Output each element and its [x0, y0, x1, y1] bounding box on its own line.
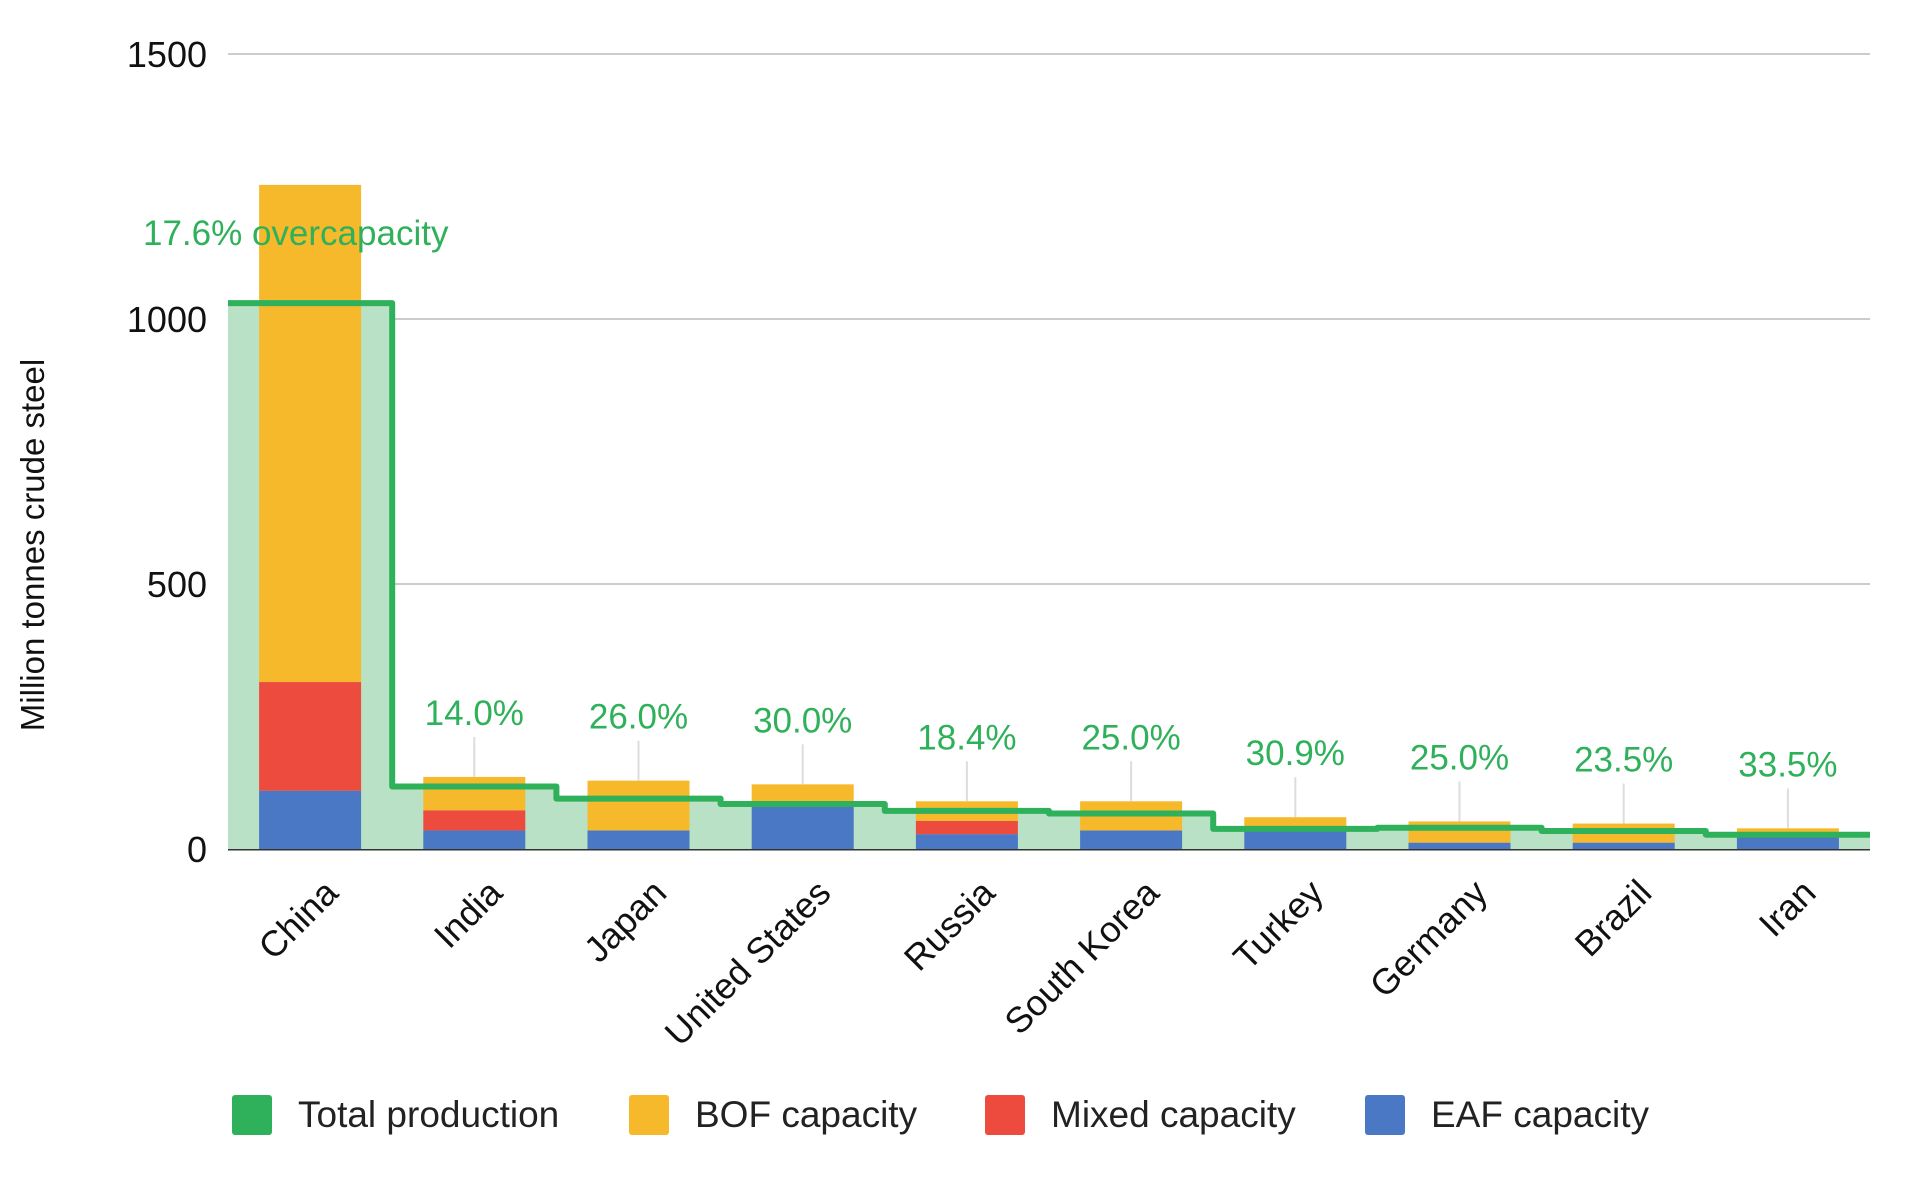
x-tick-label: Russia — [896, 871, 1003, 978]
bar-eaf — [259, 790, 362, 849]
bar-eaf — [587, 830, 690, 849]
overcapacity-pct-label: 26.0% — [589, 698, 688, 737]
overcapacity-pct-label: 25.0% — [1410, 738, 1509, 777]
overcapacity-pct-label: 33.5% — [1738, 745, 1837, 784]
legend-label: BOF capacity — [695, 1094, 918, 1135]
x-tick-label: India — [426, 871, 511, 956]
production-line — [228, 300, 1870, 838]
bar-bof — [587, 780, 690, 831]
legend-swatch — [629, 1095, 669, 1135]
overcapacity-pct-label: 14.0% — [425, 694, 524, 733]
legend-item: EAF capacity — [1365, 1094, 1649, 1135]
bar-mixed — [915, 820, 1018, 835]
bar-mixed — [423, 810, 526, 831]
legend-label: EAF capacity — [1431, 1094, 1649, 1135]
bar-eaf — [1572, 842, 1675, 849]
bar-eaf — [423, 830, 526, 849]
overcapacity-label: 17.6% overcapacity — [143, 214, 449, 253]
x-tick-label: Germany — [1361, 872, 1495, 1006]
bar-eaf — [1244, 830, 1347, 849]
legend-item: Total production — [232, 1094, 559, 1135]
legend-item: Mixed capacity — [985, 1094, 1296, 1135]
legend-swatch — [232, 1095, 272, 1135]
x-tick-label: United States — [657, 872, 839, 1054]
x-tick-label: Turkey — [1225, 872, 1331, 978]
legend-item: BOF capacity — [629, 1094, 918, 1135]
bar-mixed — [259, 682, 362, 791]
bar-bof — [1408, 821, 1511, 843]
legend-swatch — [1365, 1095, 1405, 1135]
legend: Total production BOF capacity Mixed capaci… — [232, 1094, 1649, 1135]
bar-eaf — [1736, 837, 1839, 849]
bar-eaf — [1408, 842, 1511, 849]
overcapacity-pct-label: 30.9% — [1246, 734, 1345, 773]
bar-eaf — [1080, 830, 1183, 849]
bar-bof — [259, 184, 362, 683]
overcapacity-pct-label: 23.5% — [1574, 741, 1673, 780]
x-tick-label: Brazil — [1567, 872, 1660, 965]
bar-eaf — [751, 806, 854, 849]
x-tick-label: China — [250, 871, 346, 967]
overcapacity-pct-label: 30.0% — [753, 701, 852, 740]
overcapacity-pct-label: 25.0% — [1081, 718, 1180, 757]
bar-eaf — [915, 834, 1018, 849]
bar-bof — [423, 776, 526, 811]
annotation-leaders — [473, 736, 1789, 829]
overcapacity-pct-label: 18.4% — [917, 718, 1016, 757]
y-tick-label: 1000 — [127, 299, 207, 340]
legend-swatch — [985, 1095, 1025, 1135]
x-tick-label: Iran — [1751, 872, 1824, 945]
legend-label: Mixed capacity — [1051, 1094, 1296, 1135]
y-axis-title: Million tonnes crude steel — [14, 359, 51, 731]
y-tick-label: 500 — [147, 564, 207, 605]
y-tick-label: 1500 — [127, 34, 207, 75]
legend-label: Total production — [298, 1094, 559, 1135]
x-tick-label: Japan — [576, 872, 674, 970]
production-step-line — [228, 300, 1870, 838]
y-tick-label: 0 — [187, 829, 207, 870]
x-tick-label: South Korea — [996, 871, 1167, 1042]
